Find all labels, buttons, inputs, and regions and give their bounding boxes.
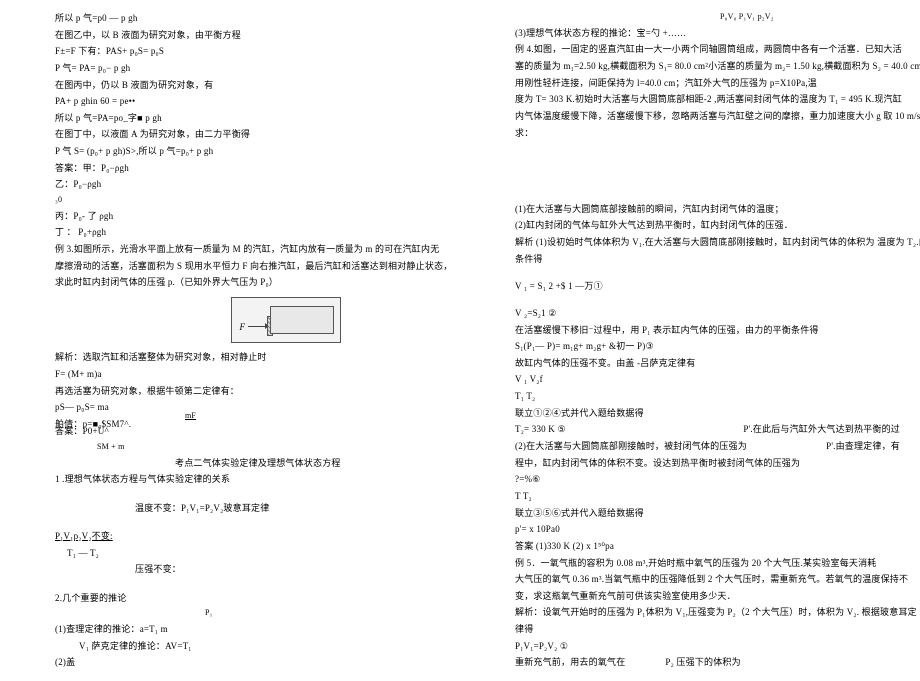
text-line: 所以 p 气=PA=po_字■ p gh [55,110,446,127]
text-line: 用刚性轻杆连接，间距保持为 l=40.0 cm；汽缸外大气的压强为 p=X10P… [515,75,906,92]
text-line: 答案：甲：P₀−ρgh [55,160,446,177]
text-line: F= (M+ m)a [55,366,446,383]
text-line: 在图丁中，以液面 A 为研究对象，由二力平衡得 [55,126,446,143]
text-span: 重新充气前，用去的氧气在 [515,654,625,671]
text-line: ₃0 [55,193,446,208]
text-span: SM + m [97,442,125,451]
text-line: (3)理想气体状态方程的推论：宝=勺 +…… [515,25,906,42]
text-line: P 气= PA= p₀− p gh [55,60,446,77]
piston-diagram: F [231,297,341,343]
text-line: P₁V₁=P₂V₂ ① [515,638,906,655]
text-span: mF [185,411,196,420]
text-line: 温度不变：P₁V₁=P₂V₂玻意耳定律 [55,500,446,517]
text-line: 1 .理想气体状态方程与气体实验定律的关系 [55,471,446,488]
text-span: (2)在大活塞与大圆筒底部刚接触时，被封闭气体的压强为 [515,438,747,455]
text-line: 求： [515,125,906,142]
sup-line: P₀V₀ P₁V₁ p₂V₂ [720,10,906,25]
text-line: 大气压的氧气 0.36 m³.当氧气瓶中的压强降低到 2 个大气压时，需重新充气… [515,571,906,588]
right-column: P₀V₀ P₁V₁ p₂V₂ (3)理想气体状态方程的推论：宝=勺 +…… 例 … [460,0,920,681]
text-line: P 气 S= (p₀+ p gh)S>,所以 p 气=p₀+ p gh [55,143,446,160]
spacer [515,141,906,171]
left-column: 所以 p 气=p0 — p gh 在图乙中，以 B 液面为研究对象，由平衡方程 … [0,0,460,681]
text-line: 丁 ： P₀+ρgh [55,224,446,241]
spacer [55,488,446,500]
text-span: 解析 (1)设初始时气体体积为 V₁.在大活塞与大圆筒底部刚接触时，缸内封闭气体… [515,234,920,251]
text-line: 在图乙中，以 B 液面为研究对象，由平衡方程 [55,27,446,44]
text-line: 重新充气前，用去的氧气在 P₂ 压强下的体积为 [515,654,906,671]
text-line: 解析 (1)设初始时气体体积为 V₁.在大活塞与大圆筒底部刚接触时，缸内封闭气体… [515,234,906,251]
force-label: F [240,322,246,332]
text-line: 内气体温度缓慢下降，活塞缓慢下移，忽略两活塞与汽缸壁之间的摩擦，重力加速度大小 … [515,108,906,125]
fraction-num: mF [105,409,446,424]
text-line: 所以 p 气=p0 — p gh [55,10,446,27]
text-line: (2)盖 [55,654,446,671]
heading-line: 考点二气体实验定律及理想气体状态方程 [55,455,446,472]
spacer [515,267,906,277]
text-line: 例 5．一氧气瓶的容积为 0.08 m³,开始时瓶中氧气的压强为 20 个大气压… [515,555,906,572]
text-span: P'.在此后与汽缸外大气达到热平衡的过 [743,421,900,438]
text-line: F±=F 下有：PAS+ p₀S= p₀S [55,43,446,60]
text-line: S₁(P₁— P)= m₁g+ m₂g+ &初一 P)③ [515,338,906,355]
sup-line: P₁ [205,606,446,621]
spacer [55,516,446,528]
text-line: (1)查理定律的推论：a=T₁ m [55,621,446,638]
text-line: 律得 [515,621,906,638]
text-line: (1)在大活塞与大圆筒底部接触前的瞬间，汽缸内封闭气体的温度； [515,201,906,218]
text-line: 例 3.如图所示，光滑水平面上放有一质量为 M 的汽缸，汽缸内放有一质量为 m … [55,241,446,258]
fraction-den: SM + m [97,440,446,455]
text-line: T₁ T₂ [515,388,906,405]
text-line: 条件得 [515,251,906,268]
spacer [515,294,906,304]
text-line: V ₁ = S₁ 2 +$ 1 —万① [515,278,906,295]
text-line: 变，求这瓶氧气重新充气前可供该实验室使用多少天． [515,588,906,605]
text-line: 答案 (1)330 K (2) x 1⁵⁰pa [515,538,906,555]
cylinder-inner-icon [270,306,334,334]
text-line: 乙：P₀−ρgh [55,176,446,193]
text-line: 在活塞缓慢下移旧⁻过程中，用 P₁ 表示缸内气体的压强，由力的平衡条件得 [515,322,906,339]
text-line: V ₁ V₂f [515,371,906,388]
text-line: (2)缸内封闭的气体与缸外大气达到热平衡时，缸内封闭气体的压强． [515,217,906,234]
text-line: P₁V₁p₂V₂不变: [55,528,446,545]
text-span: P₂ 压强下的体积为 [665,654,740,671]
text-span: P₁ [205,608,213,617]
text-line: 程中，缸内封闭气体的体积不变。设达到热平衡时被封闭气体的压强为 [515,455,906,472]
text-line: 联立①②④式并代入题给数据得 [515,405,906,422]
text-span: T₂= 330 K ⑤ [515,421,566,438]
text-line: T T₂ [515,488,906,505]
text-line: p'= x 10Pa0 [515,521,906,538]
text-span: P₀V₀ P₁V₁ p₂V₂ [720,12,774,21]
text-line: 压强不变： [55,561,446,578]
text-line: V₁ 萨克定律的推论：AV=T₁ [55,638,446,655]
text-line: 丙：P₀- 了 ρgh [55,208,446,225]
text-line: T₂= 330 K ⑤ P'.在此后与汽缸外大气达到热平衡的过 [515,421,906,438]
text-line: 2.几个重要的推论 [55,590,446,607]
text-line: 度为 T= 303 K.初始时大活塞与大圆筒底部相距-2 ,两活塞间封闭气体的温… [515,91,906,108]
text-line: ?=%⑥ [515,471,906,488]
text-line: (2)在大活塞与大圆筒底部刚接触时，被封闭气体的压强为 P'.由查理定律，有 [515,438,906,455]
text-line: 联立③⑤⑥式并代入题给数据得 [515,505,906,522]
text-line: T₁ — T₂ [55,545,446,562]
spacer [55,578,446,590]
text-line: 故缸内气体的压强不变。由盖 -吕萨克定律有 [515,355,906,372]
text-line: 答案：P0+U^ [55,423,446,440]
text-line: 例 4.如图，一固定的竖直汽缸由一大一小两个同轴圆筒组成，两圆筒中各有一个活塞．… [515,41,906,58]
text-line: 解析：选取汽缸和活塞整体为研究对象，相对静止时 [55,349,446,366]
text-line: 求此时缸内封闭气体的压强 p.（已知外界大气压为 P₀） [55,274,446,291]
text-line: 摩擦滑动的活塞，活塞面积为 S 现用水平恒力 F 向右推汽缸，最后汽缸和活塞达到… [55,258,446,275]
text-line: PA+ p ghin 60 = pe•• [55,93,446,110]
text-line: 塞的质量为 m₁=2.50 kg,横截面积为 S₁= 80.0 cm²小活塞的质… [515,58,906,75]
text-line: V ₂=S₂1 ② [515,305,906,322]
text-line: 在图丙中，仍以 B 液面为研究对象，有 [55,77,446,94]
text-line: 解析：设氧气开始时的压强为 P₁体积为 V₁,压强变为 P₂（2 个大气压）时，… [515,604,906,621]
text-line: 再选活塞为研究对象，根据牛顿第二定律有： [55,383,446,400]
spacer [515,171,906,201]
text-span: P'.由查理定律，有 [826,438,900,455]
